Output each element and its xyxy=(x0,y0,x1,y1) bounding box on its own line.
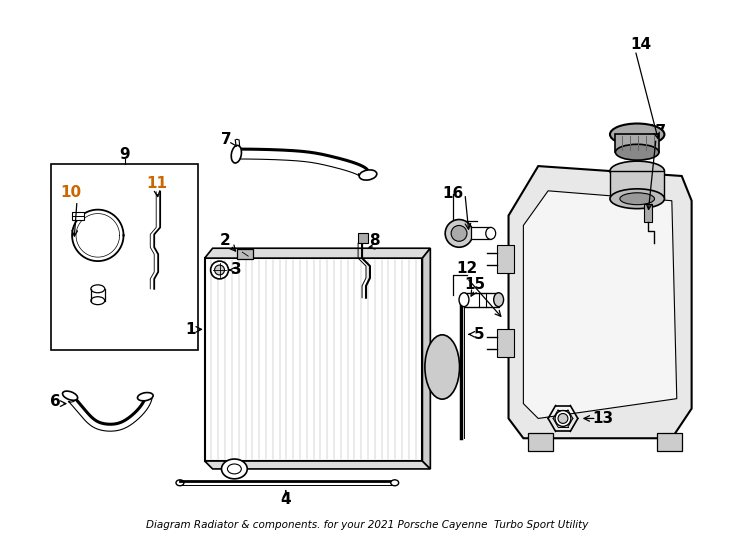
Bar xyxy=(358,233,368,244)
Bar xyxy=(644,204,652,221)
Bar xyxy=(528,433,553,451)
Bar xyxy=(205,258,423,461)
Ellipse shape xyxy=(459,293,469,307)
Text: 17: 17 xyxy=(645,124,666,139)
Ellipse shape xyxy=(359,170,377,180)
Bar xyxy=(51,164,197,350)
Text: 4: 4 xyxy=(280,492,291,507)
Bar xyxy=(657,433,682,451)
Ellipse shape xyxy=(222,459,247,479)
Circle shape xyxy=(446,220,473,247)
Polygon shape xyxy=(509,166,691,438)
Circle shape xyxy=(451,226,467,241)
Ellipse shape xyxy=(494,293,504,307)
Ellipse shape xyxy=(486,227,495,239)
Text: 1: 1 xyxy=(186,322,196,337)
Text: 14: 14 xyxy=(631,37,652,52)
Bar xyxy=(497,329,515,357)
Text: 5: 5 xyxy=(473,327,484,342)
Text: 3: 3 xyxy=(231,262,241,278)
Ellipse shape xyxy=(615,144,659,160)
Ellipse shape xyxy=(620,193,655,205)
Ellipse shape xyxy=(610,189,664,208)
Bar xyxy=(464,293,498,307)
Text: 15: 15 xyxy=(465,278,485,292)
Polygon shape xyxy=(423,248,430,469)
Ellipse shape xyxy=(231,145,241,163)
Bar xyxy=(615,134,659,152)
Bar xyxy=(237,249,253,259)
Ellipse shape xyxy=(91,285,105,293)
Bar xyxy=(497,245,515,273)
Ellipse shape xyxy=(228,464,241,474)
Polygon shape xyxy=(205,461,430,469)
Bar xyxy=(611,171,664,199)
Ellipse shape xyxy=(390,480,399,486)
Bar xyxy=(72,212,84,220)
Text: 12: 12 xyxy=(457,260,478,275)
Polygon shape xyxy=(205,248,430,258)
Ellipse shape xyxy=(91,296,105,305)
Ellipse shape xyxy=(62,391,78,400)
Ellipse shape xyxy=(176,480,184,486)
Text: 7: 7 xyxy=(221,132,231,147)
Polygon shape xyxy=(523,191,677,418)
Text: 8: 8 xyxy=(370,233,380,248)
Ellipse shape xyxy=(610,161,664,181)
Ellipse shape xyxy=(137,393,153,401)
Ellipse shape xyxy=(425,335,459,399)
Text: 13: 13 xyxy=(592,411,613,426)
Text: 16: 16 xyxy=(443,186,464,201)
Ellipse shape xyxy=(610,124,664,145)
Text: 9: 9 xyxy=(119,147,130,161)
Text: 2: 2 xyxy=(220,233,231,248)
Circle shape xyxy=(558,414,568,423)
Circle shape xyxy=(555,410,571,427)
Circle shape xyxy=(211,261,228,279)
Circle shape xyxy=(214,265,225,275)
Text: Diagram Radiator & components. for your 2021 Porsche Cayenne  Turbo Sport Utilit: Diagram Radiator & components. for your … xyxy=(146,521,588,530)
Bar xyxy=(471,227,491,239)
Text: 10: 10 xyxy=(60,185,81,200)
Text: 6: 6 xyxy=(50,394,61,409)
Text: 11: 11 xyxy=(147,177,167,191)
